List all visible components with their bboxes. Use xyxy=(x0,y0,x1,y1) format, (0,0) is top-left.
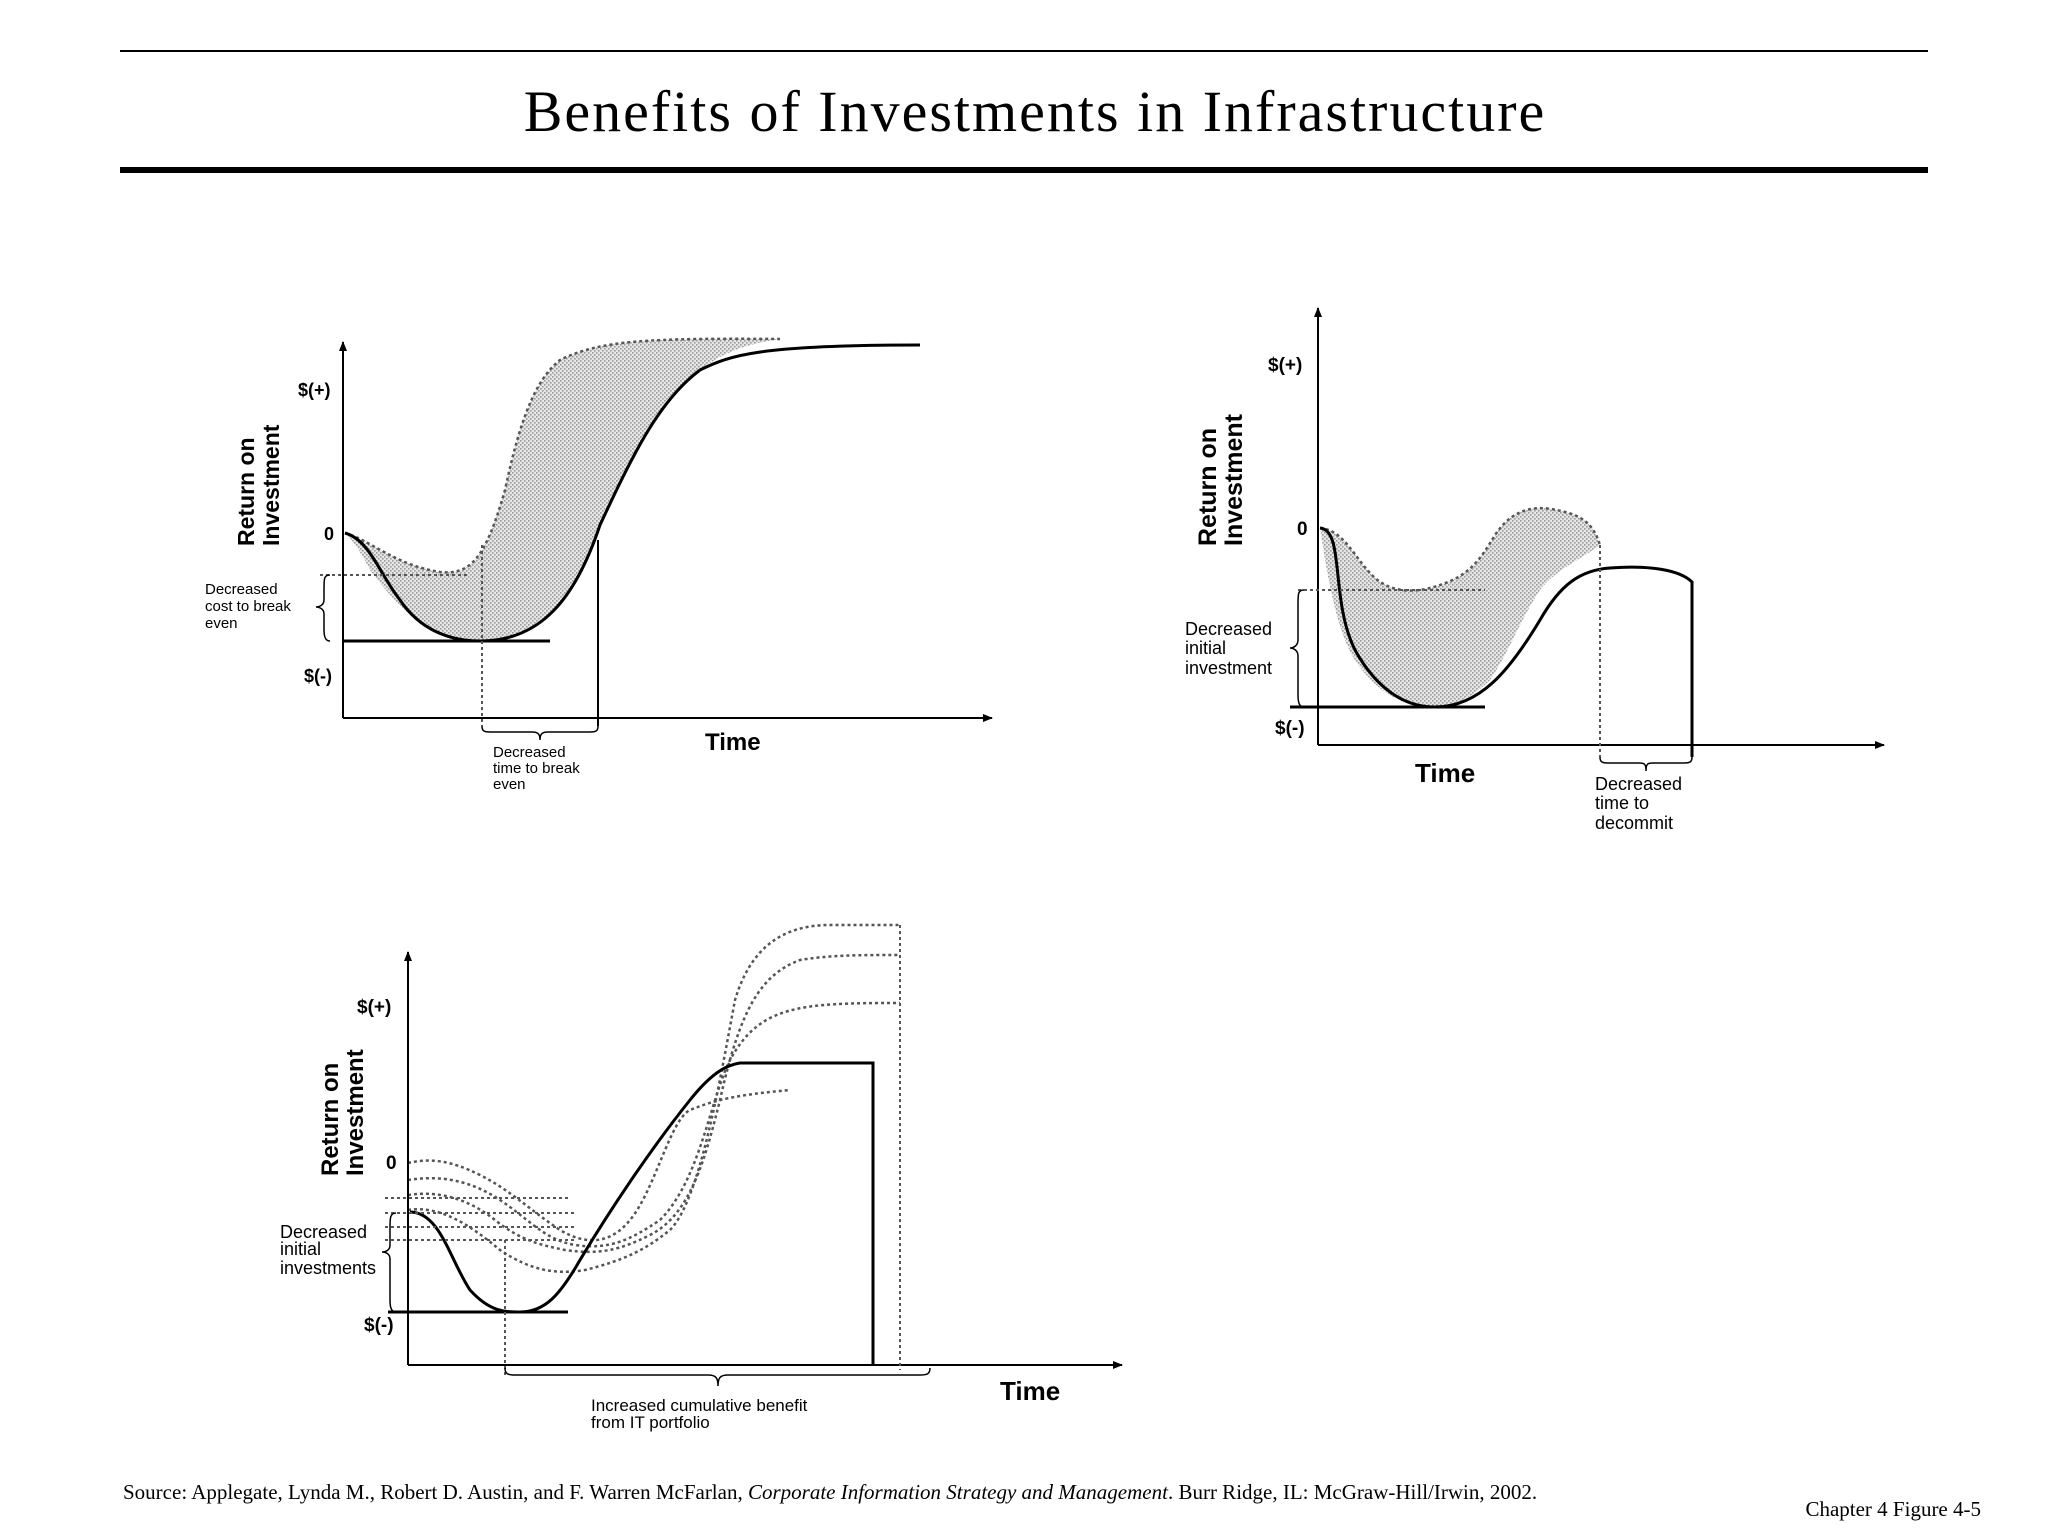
source-prefix: Source: Applegate, Lynda M., Robert D. A… xyxy=(123,1480,748,1504)
improved-curve xyxy=(1319,506,1602,592)
decommit-annotation: Decreased time to decommit xyxy=(1595,774,1687,833)
slide-title: Benefits of Investments in Infrastructur… xyxy=(523,79,1547,144)
portfolio-curve-3 xyxy=(407,953,901,1254)
benefit-bracket xyxy=(504,1367,931,1387)
tick-negative: $(-) xyxy=(304,666,332,686)
investment-annotation: Decreased initial investment xyxy=(1185,619,1277,678)
diagram-break-even: Return on Investment $(+) 0 $(-) Time De… xyxy=(205,337,993,793)
y-axis-label: Return on Investment xyxy=(1194,413,1248,546)
portfolio-curve-1 xyxy=(407,1088,791,1242)
decommit-bracket xyxy=(1599,756,1693,772)
x-axis-label: Time xyxy=(705,729,761,756)
cost-annotation: Decreased cost to break even xyxy=(205,581,295,632)
x-axis-label: Time xyxy=(1415,758,1475,788)
tick-positive: $(+) xyxy=(298,380,331,400)
cost-bracket xyxy=(315,574,331,642)
source-citation: Source: Applegate, Lynda M., Robert D. A… xyxy=(123,1478,1623,1506)
tick-zero: 0 xyxy=(324,524,334,544)
investments-annotation: Decreased initial investments xyxy=(280,1222,376,1278)
tick-negative: $(-) xyxy=(1275,718,1305,739)
baseline-curve xyxy=(409,1061,875,1365)
benefit-shaded-area xyxy=(1320,508,1600,707)
baseline-curve xyxy=(344,343,921,643)
title-underline xyxy=(120,167,1928,173)
benefit-shaded-area xyxy=(345,338,780,641)
investment-bracket xyxy=(1289,589,1305,708)
improved-curve xyxy=(344,337,781,574)
tick-positive: $(+) xyxy=(1268,355,1302,376)
y-axis-label: Return on Investment xyxy=(233,424,284,546)
source-suffix: . Burr Ridge, IL: McGraw-Hill/Irwin, 200… xyxy=(1167,1480,1538,1504)
portfolio-curve-2 xyxy=(407,1001,901,1248)
time-bracket xyxy=(481,725,599,741)
diagram-decommit: Return on Investment $(+) 0 $(-) Time De… xyxy=(1185,307,1885,833)
figure-reference: Chapter 4 Figure 4-5 xyxy=(1805,1497,1981,1521)
tick-positive: $(+) xyxy=(357,997,391,1018)
top-rule xyxy=(120,50,1928,52)
source-book-title: Corporate Information Strategy and Manag… xyxy=(747,1480,1168,1504)
x-axis-label: Time xyxy=(1000,1376,1060,1406)
investments-bracket xyxy=(381,1212,397,1313)
tick-negative: $(-) xyxy=(364,1315,394,1336)
diagram-portfolio: Return on Investment $(+) 0 $(-) Time De… xyxy=(280,923,1123,1432)
portfolio-curve-4 xyxy=(407,923,900,1274)
benefit-annotation: Increased cumulative benefit from IT por… xyxy=(591,1396,812,1432)
y-axis-label: Return on Investment xyxy=(317,1049,369,1176)
baseline-curve xyxy=(1319,526,1694,757)
tick-zero: 0 xyxy=(386,1153,397,1174)
tick-zero: 0 xyxy=(1297,519,1308,540)
time-annotation: Decreased time to break even xyxy=(493,744,584,793)
